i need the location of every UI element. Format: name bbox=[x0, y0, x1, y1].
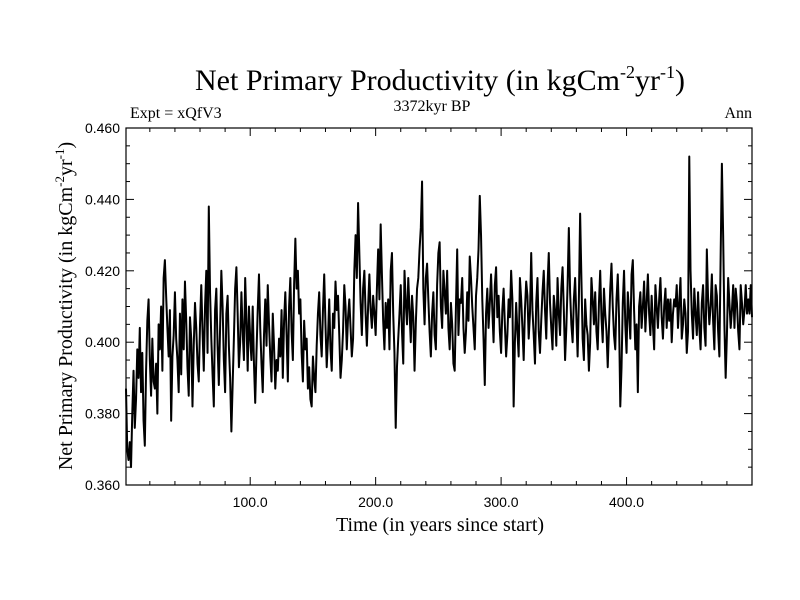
y-axis-label-mid: yr bbox=[55, 159, 77, 176]
axis-tick-labels: 100.0 200.0 300.0 400.0 0.360 0.380 0.400 0.420… bbox=[85, 120, 644, 510]
y-axis-label-end: ) bbox=[55, 142, 77, 149]
subtitle-center: 3372kyr BP bbox=[394, 98, 471, 115]
x-axis-label: Time (in years since start) bbox=[336, 514, 544, 536]
y-axis-label-main: Net Primary Productivity (in kgCm bbox=[55, 186, 77, 470]
chart-title-mid: yr bbox=[635, 64, 660, 97]
x-tick-label: 100.0 bbox=[233, 494, 268, 510]
x-tick-label: 200.0 bbox=[358, 494, 393, 510]
y-tick-label: 0.460 bbox=[85, 120, 120, 136]
axis-ticks bbox=[126, 127, 752, 486]
subtitle-right: Ann bbox=[724, 105, 752, 122]
chart-title: Net Primary Productivity (in kgCm-2yr-1) bbox=[195, 62, 685, 97]
y-tick-label: 0.380 bbox=[85, 406, 120, 422]
subtitle-left: Expt = xQfV3 bbox=[130, 105, 222, 122]
chart-title-sup2: -1 bbox=[660, 62, 675, 82]
x-tick-label: 300.0 bbox=[484, 494, 519, 510]
y-tick-label: 0.420 bbox=[85, 263, 120, 279]
chart-title-sup1: -2 bbox=[620, 62, 635, 82]
chart-title-end: ) bbox=[675, 64, 685, 97]
y-axis-label-sup2: -1 bbox=[52, 149, 67, 160]
y-axis-label: Net Primary Productivity (in kgCm-2yr-1) bbox=[52, 142, 77, 470]
y-tick-label: 0.400 bbox=[85, 334, 120, 350]
x-tick-label: 400.0 bbox=[609, 494, 644, 510]
y-axis-label-sup1: -2 bbox=[52, 176, 67, 187]
y-tick-label: 0.440 bbox=[85, 191, 120, 207]
chart-title-main: Net Primary Productivity (in kgCm bbox=[195, 64, 620, 97]
npp-series-line bbox=[125, 155, 753, 469]
y-tick-label: 0.360 bbox=[85, 477, 120, 493]
